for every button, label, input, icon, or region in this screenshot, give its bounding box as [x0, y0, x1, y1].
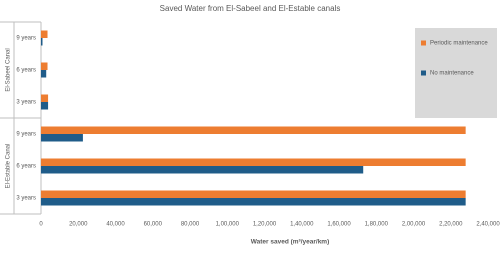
legend-swatch	[421, 40, 426, 46]
y-tick-label: 9 years	[16, 132, 36, 138]
legend-box	[415, 28, 497, 118]
group-label: El-Estable Canal	[6, 144, 12, 189]
y-tick-label: 3 years	[16, 196, 36, 202]
x-tick-label: 1,20,000	[253, 222, 277, 228]
x-tick-label: 1,80,000	[365, 222, 389, 228]
group-label: El-Sabeel Canal	[6, 48, 12, 91]
x-tick-label: 2,40,000	[476, 222, 500, 228]
x-tick-label: 1,60,000	[327, 222, 351, 228]
y-tick-label: 3 years	[16, 100, 36, 106]
bar	[41, 94, 49, 102]
bar	[41, 62, 48, 70]
legend-swatch	[421, 70, 426, 76]
bar	[41, 190, 466, 198]
x-tick-label: 0	[39, 222, 43, 228]
bar	[41, 166, 364, 174]
bar	[41, 198, 466, 206]
x-tick-label: 40,000	[106, 222, 125, 228]
x-tick-label: 1,00,000	[216, 222, 240, 228]
x-tick-label: 20,000	[69, 222, 88, 228]
y-tick-label: 6 years	[16, 68, 36, 74]
y-tick-label: 9 years	[16, 36, 36, 42]
x-tick-label: 1,40,000	[290, 222, 314, 228]
y-tick-label: 6 years	[16, 164, 36, 170]
bar	[41, 158, 466, 166]
x-tick-label: 2,20,000	[439, 222, 463, 228]
bar	[41, 102, 49, 110]
legend-label: No maintenance	[430, 71, 474, 77]
bar	[41, 126, 466, 134]
x-axis-title: Water saved (m³/year/km)	[251, 239, 330, 246]
x-tick-label: 80,000	[181, 222, 200, 228]
x-tick-label: 2,00,000	[402, 222, 426, 228]
bar	[41, 70, 47, 78]
chart-title: Saved Water from El-Sabeel and El-Establ…	[160, 4, 341, 13]
bar	[41, 38, 43, 46]
x-tick-label: 60,000	[144, 222, 163, 228]
bar	[41, 30, 48, 38]
bar	[41, 134, 83, 142]
legend-label: Periodic maintenance	[430, 41, 488, 47]
